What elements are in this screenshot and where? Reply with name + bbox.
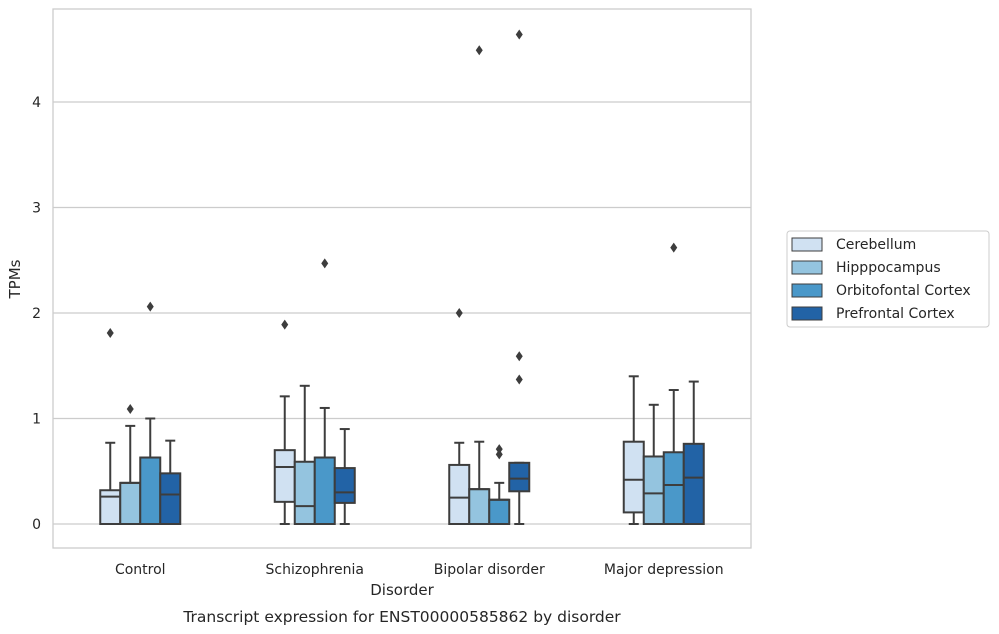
legend-swatch-0 [791,237,823,252]
legend-frame [786,230,990,328]
outlier-point-0 [126,404,134,415]
box-1-2 [313,258,336,525]
x-tick-label-1: Schizophrenia [266,562,364,578]
box-body [622,440,645,514]
box-body [682,442,705,526]
box-2-1 [468,45,491,525]
box-body [488,498,511,525]
x-axis-ticks: Control Schizophrenia Bipolar disorder Majo… [115,562,724,578]
legend: Cerebellum Hipppocampus Orbitofontal Corte… [786,230,990,328]
box-body [333,467,356,504]
outlier-point-0 [455,308,463,318]
legend-swatch-3 [791,306,823,321]
legend-label-1: Hipppocampus [836,260,941,276]
outlier-point-0 [670,242,678,253]
boxes-layer [99,29,705,526]
box-body [293,460,316,526]
y-tick-label-0: 0 [32,517,41,533]
chart-title: Transcript expression for ENST0000058586… [182,608,621,626]
legend-label-3: Prefrontal Cortex [836,306,955,322]
box-body [468,488,491,525]
box-3-0 [622,375,645,525]
x-tick-label-0: Control [115,562,166,578]
box-2-3 [508,29,531,525]
x-axis-label: Disorder [370,581,434,599]
outlier-point-0 [515,374,523,385]
legend-items: Cerebellum Hipppocampus Orbitofontal Corte… [791,237,971,322]
box-3-3 [682,380,705,526]
legend-label-0: Cerebellum [836,237,916,253]
outlier-point-1 [495,444,503,455]
box-body [273,449,296,503]
x-tick-label-3: Major depression [604,562,724,578]
box-0-3 [159,439,182,525]
outlier-point-0 [475,45,483,56]
box-body [662,451,685,526]
box-body [99,489,122,525]
box-body [508,461,531,493]
x-tick-label-2: Bipolar disorder [434,562,545,578]
box-1-3 [333,428,356,525]
box-body [313,456,336,525]
outlier-point-0 [281,319,289,330]
outlier-point-0 [146,301,154,312]
outlier-point-0 [106,328,114,339]
box-body [119,481,142,526]
box-2-2 [488,444,511,525]
box-body [448,463,471,526]
outlier-point-2 [515,29,523,40]
y-tick-label-1: 1 [32,412,41,428]
outlier-point-1 [515,351,523,362]
box-2-0 [448,308,471,526]
box-body [139,456,162,525]
y-axis-label: TPMs [6,259,24,299]
y-axis-ticks: 0 1 2 3 4 [32,95,41,533]
outlier-point-0 [495,449,503,460]
box-0-2 [139,301,162,525]
box-body [159,472,182,525]
box-0-0 [99,328,122,525]
legend-label-2: Orbitofontal Cortex [836,283,971,299]
y-tick-label-3: 3 [32,201,41,217]
y-tick-label-2: 2 [32,306,41,322]
legend-swatch-1 [791,260,823,275]
box-body [642,455,665,526]
outlier-point-0 [321,258,329,269]
y-tick-label-4: 4 [32,95,41,111]
legend-swatch-2 [791,283,823,298]
